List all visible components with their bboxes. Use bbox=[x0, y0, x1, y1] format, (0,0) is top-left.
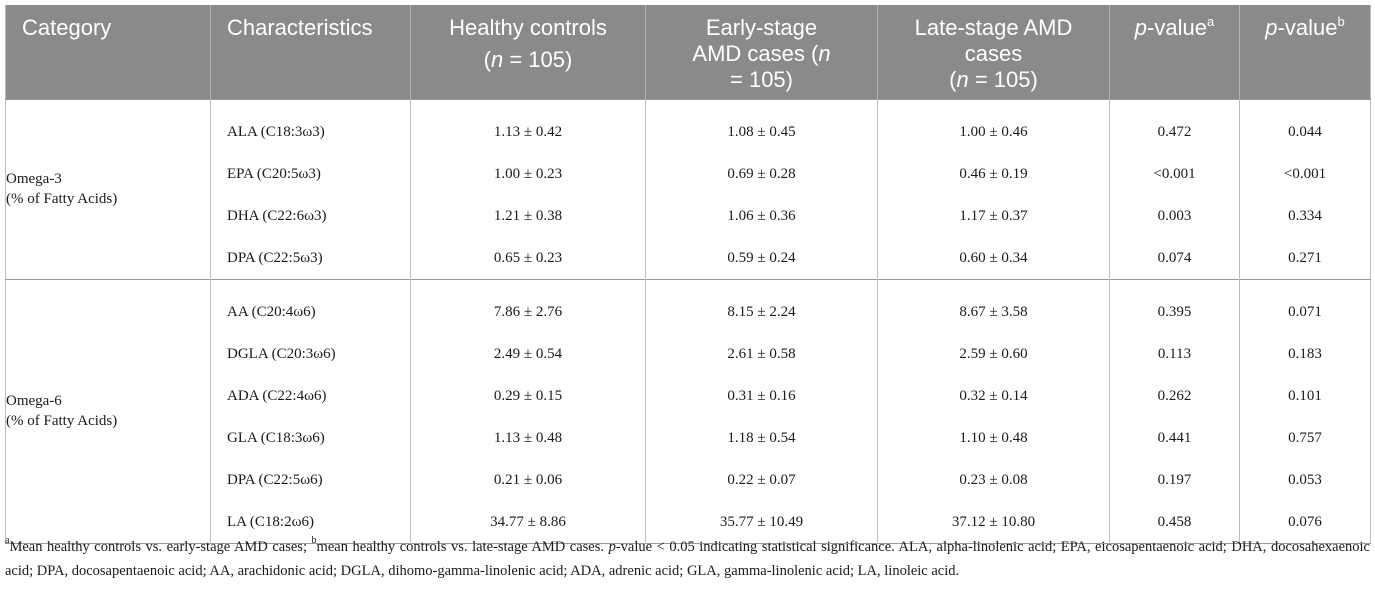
header-p-value-b: p-valueb bbox=[1239, 5, 1371, 99]
row-name: LA (C18:2ω6) bbox=[210, 501, 411, 543]
table-body: Omega-3 (% of Fatty Acids) ALA (C18:3ω3)… bbox=[5, 98, 1371, 543]
cell-p-b: 0.183 bbox=[1288, 346, 1322, 362]
cell-p-b: 0.071 bbox=[1288, 304, 1322, 320]
cell-p-a: 0.441 bbox=[1109, 417, 1240, 459]
cell-healthy: 2.49 ± 0.54 bbox=[410, 333, 646, 375]
cell-healthy: 1.21 ± 0.38 bbox=[410, 195, 646, 237]
cell-late: 0.60 ± 0.34 bbox=[877, 237, 1110, 279]
table-row: AA (C20:4ω6) 7.86 ± 2.76 8.15 ± 2.24 8.6… bbox=[6, 291, 1371, 333]
header-late-stage: Late-stage AMD cases (n = 105) bbox=[877, 5, 1110, 99]
cell-healthy: 0.29 ± 0.15 bbox=[410, 375, 646, 417]
cell-early: 2.61 ± 0.58 bbox=[645, 333, 878, 375]
category-omega-6: Omega-6 (% of Fatty Acids) bbox=[5, 278, 211, 543]
cell-late: 2.59 ± 0.60 bbox=[877, 333, 1110, 375]
cell-early: 35.77 ± 10.49 bbox=[645, 501, 878, 543]
cell-late: 1.17 ± 0.37 bbox=[877, 195, 1110, 237]
cell-p-a: 0.113 bbox=[1109, 333, 1240, 375]
header-category: Category bbox=[5, 5, 211, 99]
cell-healthy: 34.77 ± 8.86 bbox=[410, 501, 646, 543]
cell-p-a: 0.262 bbox=[1109, 375, 1240, 417]
cell-late: 1.00 ± 0.46 bbox=[877, 111, 1110, 153]
cell-p-b: 0.053 bbox=[1288, 472, 1322, 488]
row-name: GLA (C18:3ω6) bbox=[210, 417, 411, 459]
cell-early: 1.06 ± 0.36 bbox=[645, 195, 878, 237]
table-row: DGLA (C20:3ω6) 2.49 ± 0.54 2.61 ± 0.58 2… bbox=[6, 333, 1371, 375]
cell-early: 1.08 ± 0.45 bbox=[645, 111, 878, 153]
cell-p-a: 0.003 bbox=[1109, 195, 1240, 237]
row-name: AA (C20:4ω6) bbox=[210, 291, 411, 333]
cell-late: 8.67 ± 3.58 bbox=[877, 291, 1110, 333]
cell-p-b: 0.076 bbox=[1288, 513, 1322, 530]
cell-late: 0.46 ± 0.19 bbox=[877, 153, 1110, 195]
header-p-value-a: p-valuea bbox=[1109, 5, 1240, 99]
cell-healthy: 0.65 ± 0.23 bbox=[410, 237, 646, 279]
cell-p-a: 0.458 bbox=[1109, 501, 1240, 543]
row-name: DPA (C22:5ω6) bbox=[210, 459, 411, 501]
cell-p-a: 0.197 bbox=[1109, 459, 1240, 501]
cell-healthy: 7.86 ± 2.76 bbox=[410, 291, 646, 333]
header-early-stage: Early-stage AMD cases (n = 105) bbox=[645, 5, 878, 99]
cell-late: 0.23 ± 0.08 bbox=[877, 459, 1110, 501]
cell-early: 0.59 ± 0.24 bbox=[645, 237, 878, 279]
cell-p-b: 0.334 bbox=[1288, 208, 1322, 224]
table-row: DHA (C22:6ω3) 1.21 ± 0.38 1.06 ± 0.36 1.… bbox=[6, 195, 1371, 237]
row-name: EPA (C20:5ω3) bbox=[210, 153, 411, 195]
cell-early: 8.15 ± 2.24 bbox=[645, 291, 878, 333]
cell-p-b: 0.271 bbox=[1288, 249, 1322, 266]
header-healthy-controls: Healthy controls (n = 105) bbox=[410, 5, 646, 99]
cell-p-a: 0.395 bbox=[1109, 291, 1240, 333]
cell-healthy: 1.13 ± 0.42 bbox=[410, 111, 646, 153]
table-row: ADA (C22:4ω6) 0.29 ± 0.15 0.31 ± 0.16 0.… bbox=[6, 375, 1371, 417]
row-name: DPA (C22:5ω3) bbox=[210, 237, 411, 279]
row-name: ADA (C22:4ω6) bbox=[210, 375, 411, 417]
table-row: EPA (C20:5ω3) 1.00 ± 0.23 0.69 ± 0.28 0.… bbox=[6, 153, 1371, 195]
table-row: DPA (C22:5ω6) 0.21 ± 0.06 0.22 ± 0.07 0.… bbox=[6, 459, 1371, 501]
category-omega-3: Omega-3 (% of Fatty Acids) bbox=[5, 98, 211, 279]
cell-p-b: <0.001 bbox=[1283, 166, 1327, 182]
cell-p-a: 0.472 bbox=[1109, 111, 1240, 153]
row-name: ALA (C18:3ω3) bbox=[210, 111, 411, 153]
cell-late: 0.32 ± 0.14 bbox=[877, 375, 1110, 417]
header-characteristics: Characteristics bbox=[210, 5, 411, 99]
cell-p-b: 0.101 bbox=[1288, 388, 1322, 404]
group-spacer: Omega-3 (% of Fatty Acids) bbox=[5, 98, 1371, 279]
cell-early: 1.18 ± 0.54 bbox=[645, 417, 878, 459]
row-name: DGLA (C20:3ω6) bbox=[210, 333, 411, 375]
group-spacer: Omega-6 (% of Fatty Acids) bbox=[5, 278, 1371, 543]
cell-late: 1.10 ± 0.48 bbox=[877, 417, 1110, 459]
table-row: ALA (C18:3ω3) 1.13 ± 0.42 1.08 ± 0.45 1.… bbox=[6, 111, 1371, 153]
cell-healthy: 1.00 ± 0.23 bbox=[410, 153, 646, 195]
row-name: DHA (C22:6ω3) bbox=[210, 195, 411, 237]
table-footnote: aMean healthy controls vs. early-stage A… bbox=[5, 535, 1370, 580]
table-row: GLA (C18:3ω6) 1.13 ± 0.48 1.18 ± 0.54 1.… bbox=[6, 417, 1371, 459]
cell-p-b: 0.044 bbox=[1288, 124, 1322, 140]
cell-early: 0.31 ± 0.16 bbox=[645, 375, 878, 417]
cell-p-a: 0.074 bbox=[1109, 237, 1240, 279]
cell-early: 0.69 ± 0.28 bbox=[645, 153, 878, 195]
fatty-acid-table: Category Characteristics Healthy control… bbox=[5, 5, 1371, 544]
cell-healthy: 1.13 ± 0.48 bbox=[410, 417, 646, 459]
cell-early: 0.22 ± 0.07 bbox=[645, 459, 878, 501]
cell-p-b: 0.757 bbox=[1288, 430, 1322, 446]
table-header: Category Characteristics Healthy control… bbox=[5, 5, 1371, 99]
cell-p-a: <0.001 bbox=[1109, 153, 1240, 195]
table-row: LA (C18:2ω6) 34.77 ± 8.86 35.77 ± 10.49 … bbox=[6, 501, 1371, 543]
cell-late: 37.12 ± 10.80 bbox=[877, 501, 1110, 543]
cell-healthy: 0.21 ± 0.06 bbox=[410, 459, 646, 501]
table-row: DPA (C22:5ω3) 0.65 ± 0.23 0.59 ± 0.24 0.… bbox=[6, 237, 1371, 279]
